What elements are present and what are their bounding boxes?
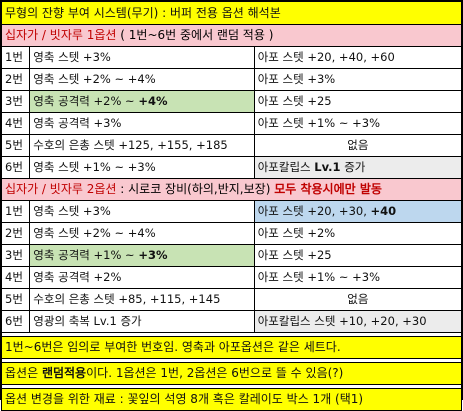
youngchuk-option: 영축 스텟 +2% ~ +4% bbox=[29, 222, 255, 245]
note-numbering: 1번~6번은 임의로 부여한 번호임. 영축과 아포옵션은 같은 세트다. bbox=[1, 336, 462, 359]
apo-option: 아포 스텟 +2% bbox=[253, 222, 463, 245]
row-number: 6번 bbox=[0, 156, 31, 179]
note-random-emphasis: 랜덤적용 bbox=[41, 366, 87, 380]
apo-option-highlighted: 아포칼립스 Lv.1 증가 bbox=[253, 156, 463, 179]
table-row: 6번 영광의 축복 Lv.1 증가 아포칼립스 스텟 +10, +20, +30 bbox=[0, 310, 463, 333]
skill-suffix: 증가 bbox=[340, 160, 366, 174]
apo-option-highlighted: 아포칼립스 스텟 +10, +20, +30 bbox=[253, 310, 463, 333]
option-stat-range: +2% ~ bbox=[89, 94, 139, 108]
spacer-row bbox=[1, 358, 462, 363]
section1-header: 십자가 / 빗자루 1옵션 ( 1번~6번 중에서 랜덤 적용 ) bbox=[1, 24, 462, 47]
youngchuk-option: 영축 스텟 +2% ~ +4% bbox=[29, 68, 255, 91]
youngchuk-option: 수호의 은총 스텟 +85, +115, +145 bbox=[29, 288, 255, 311]
table-row: 4번 영축 공격력 +2% 아포 스텟 +1% ~ +3% bbox=[0, 266, 463, 289]
section1-header-row: 십자가 / 빗자루 1옵션 ( 1번~6번 중에서 랜덤 적용 ) bbox=[1, 24, 462, 47]
row-number: 5번 bbox=[0, 288, 31, 311]
option-stat-max: +3% bbox=[138, 248, 168, 262]
table-row: 1번 영축 스텟 +3% 아포 스텟 +20, +40, +60 bbox=[0, 46, 463, 69]
apo-option-none: 없음 bbox=[253, 288, 463, 311]
skill-name: 아포칼립스 bbox=[257, 160, 315, 174]
row-number: 4번 bbox=[0, 112, 31, 135]
note-row: 1번~6번은 임의로 부여한 번호임. 영축과 아포옵션은 같은 세트다. bbox=[1, 336, 462, 359]
youngchuk-option: 영축 공격력 +2% bbox=[29, 266, 255, 289]
option-stat-max: +4% bbox=[138, 94, 168, 108]
row-number: 1번 bbox=[0, 46, 31, 69]
table-row: 3번 영축 공격력 +2% ~ +4% 아포 스텟 +25 bbox=[0, 90, 463, 113]
apo-option: 아포 스텟 +1% ~ +3% bbox=[253, 266, 463, 289]
youngchuk-option: 영축 스텟 +1% ~ +3% bbox=[29, 156, 255, 179]
note-row: 옵션은 랜덤적용이다. 1옵션은 1번, 2옵션은 6번으로 뜰 수 있음(?) bbox=[1, 362, 462, 385]
apo-option: 아포 스텟 +1% ~ +3% bbox=[253, 112, 463, 135]
row-number: 2번 bbox=[0, 222, 31, 245]
skill-level: Lv.1 bbox=[314, 160, 341, 174]
section2-header: 십자가 / 빗자루 2옵션 : 시로코 장비(하의,반지,보장) 모두 착용시에… bbox=[1, 178, 462, 201]
table-row: 4번 영축 공격력 +3% 아포 스텟 +1% ~ +3% bbox=[0, 112, 463, 135]
spacer bbox=[1, 358, 462, 363]
table-row: 5번 수호의 은총 스텟 +85, +115, +145 없음 bbox=[0, 288, 463, 311]
youngchuk-option: 영축 스텟 +3% bbox=[29, 200, 255, 223]
row-number: 3번 bbox=[0, 90, 31, 113]
sheet-title: 무형의 잔향 부여 시스템(무기) : 버퍼 전용 옵션 해석본 bbox=[1, 1, 462, 25]
spacer-row bbox=[1, 384, 462, 389]
spacer-row bbox=[1, 332, 462, 337]
apo-option: 아포 스텟 +20, +40, +60 bbox=[253, 46, 463, 69]
option-stat-name: 영축 공격력 bbox=[33, 248, 90, 262]
title-row: 무형의 잔향 부여 시스템(무기) : 버퍼 전용 옵션 해석본 bbox=[1, 1, 462, 25]
section2-header-note: : 시로코 장비(하의,반지,보장) bbox=[116, 182, 275, 196]
apo-option-range: 아포 스텟 +20, +30, bbox=[257, 204, 371, 218]
note-random-prefix: 옵션은 bbox=[5, 366, 42, 380]
row-number: 5번 bbox=[0, 134, 31, 157]
apo-option-none: 없음 bbox=[253, 134, 463, 157]
note-random-suffix: 이다. 1옵션은 1번, 2옵션은 6번으로 뜰 수 있음(?) bbox=[86, 366, 344, 380]
apo-option-max: +40 bbox=[370, 204, 397, 218]
option-stat-name: 영축 공격력 bbox=[33, 94, 90, 108]
option-stat-range: +1% ~ bbox=[89, 248, 139, 262]
youngchuk-option: 수호의 은총 스텟 +125, +155, +185 bbox=[29, 134, 255, 157]
section1-header-note: ( 1번~6번 중에서 랜덤 적용 ) bbox=[116, 28, 274, 42]
youngchuk-option-highlighted: 영축 공격력 +2% ~ +4% bbox=[29, 90, 255, 113]
youngchuk-option: 영축 공격력 +3% bbox=[29, 112, 255, 135]
row-number: 3번 bbox=[0, 244, 31, 267]
section2-header-condition: 모두 착용시에만 발동 bbox=[274, 182, 382, 196]
table-row: 2번 영축 스텟 +2% ~ +4% 아포 스텟 +2% bbox=[0, 222, 463, 245]
spacer bbox=[1, 332, 462, 337]
table-row: 3번 영축 공격력 +1% ~ +3% 아포 스텟 +25 bbox=[0, 244, 463, 267]
youngchuk-option: 영축 스텟 +3% bbox=[29, 46, 255, 69]
table-row: 2번 영축 스텟 +2% ~ +4% 아포 스텟 +3% bbox=[0, 68, 463, 91]
note-random: 옵션은 랜덤적용이다. 1옵션은 1번, 2옵션은 6번으로 뜰 수 있음(?) bbox=[1, 362, 462, 385]
row-number: 1번 bbox=[0, 200, 31, 223]
row-number: 4번 bbox=[0, 266, 31, 289]
section2-header-label: 십자가 / 빗자루 2옵션 bbox=[5, 182, 117, 196]
table-row: 5번 수호의 은총 스텟 +125, +155, +185 없음 bbox=[0, 134, 463, 157]
apo-option: 아포 스텟 +25 bbox=[253, 244, 463, 267]
youngchuk-option-highlighted: 영축 공격력 +1% ~ +3% bbox=[29, 244, 255, 267]
table-row: 6번 영축 스텟 +1% ~ +3% 아포칼립스 Lv.1 증가 bbox=[0, 156, 463, 179]
apo-option: 아포 스텟 +3% bbox=[253, 68, 463, 91]
section2-header-row: 십자가 / 빗자루 2옵션 : 시로코 장비(하의,반지,보장) 모두 착용시에… bbox=[1, 178, 462, 201]
apo-option-highlighted: 아포 스텟 +20, +30, +40 bbox=[253, 200, 463, 223]
row-number: 6번 bbox=[0, 310, 31, 333]
table-row: 1번 영축 스텟 +3% 아포 스텟 +20, +30, +40 bbox=[0, 200, 463, 223]
youngchuk-option: 영광의 축복 Lv.1 증가 bbox=[29, 310, 255, 333]
spacer bbox=[1, 384, 462, 389]
row-number: 2번 bbox=[0, 68, 31, 91]
apo-option: 아포 스텟 +25 bbox=[253, 90, 463, 113]
section1-header-label: 십자가 / 빗자루 1옵션 bbox=[5, 28, 117, 42]
